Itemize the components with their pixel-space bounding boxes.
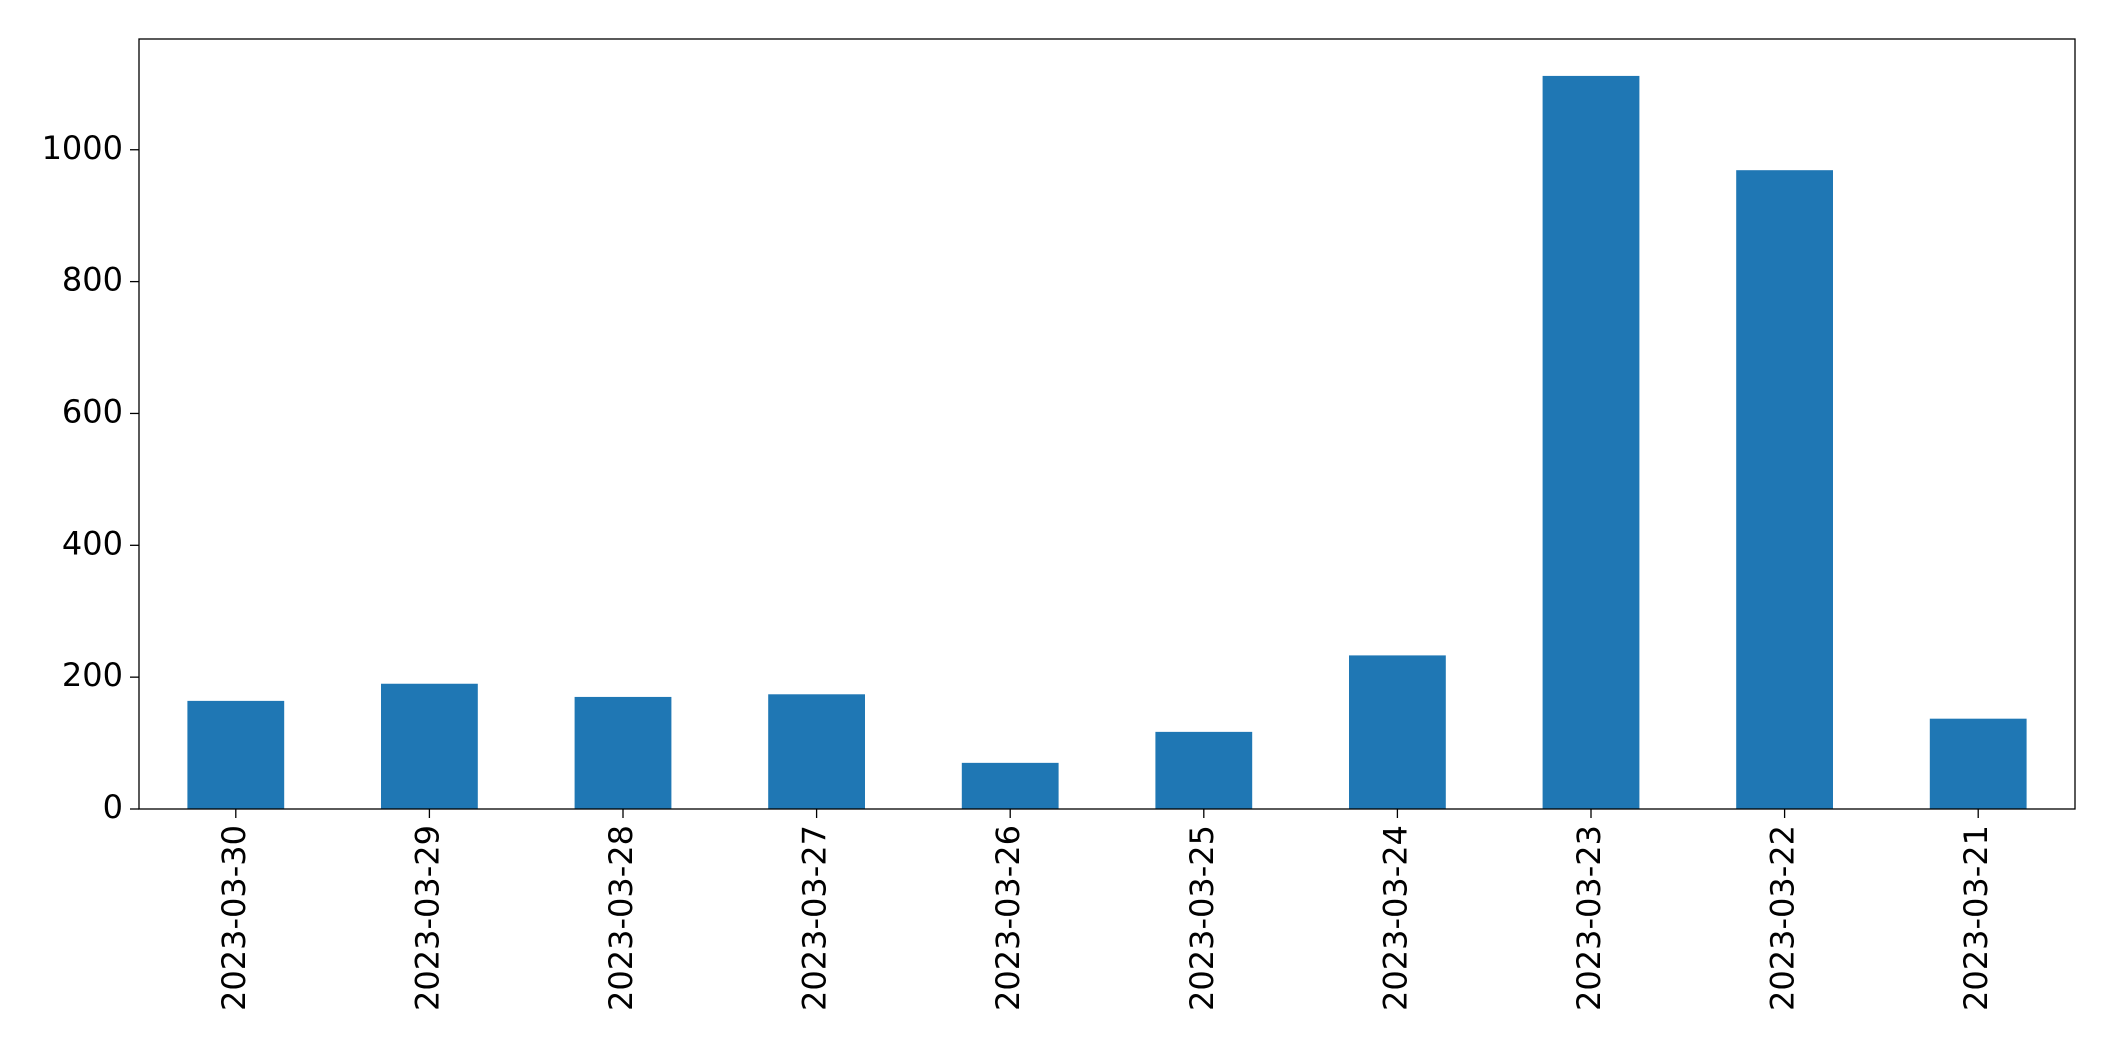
y-tick-label: 800 <box>62 261 123 299</box>
bar <box>1155 731 1253 809</box>
x-tick-label: 2023-03-26 <box>989 825 1027 1011</box>
bar <box>1349 655 1446 809</box>
x-tick-label: 2023-03-29 <box>408 825 446 1011</box>
y-tick-label: 400 <box>62 524 123 562</box>
x-tick-label: 2023-03-23 <box>1570 825 1608 1011</box>
bar <box>574 696 672 809</box>
y-tick-label: 200 <box>62 656 123 694</box>
x-tick-label: 2023-03-22 <box>1764 825 1802 1011</box>
y-tick-label: 600 <box>62 392 123 430</box>
x-tick-label: 2023-03-25 <box>1183 825 1221 1011</box>
bar <box>381 683 478 809</box>
x-tick-label: 2023-03-30 <box>215 825 253 1011</box>
bar <box>1736 170 1833 809</box>
bar <box>1542 75 1640 810</box>
x-tick-label: 2023-03-21 <box>1957 825 1995 1011</box>
x-tick-label: 2023-03-24 <box>1376 825 1414 1011</box>
bar <box>768 694 865 809</box>
y-tick-label: 0 <box>103 788 123 826</box>
x-tick-label: 2023-03-27 <box>796 825 834 1011</box>
x-tick-label: 2023-03-28 <box>602 825 640 1011</box>
y-tick-label: 1000 <box>42 129 123 167</box>
bar <box>1929 718 2027 809</box>
bar <box>961 762 1059 809</box>
plot-frame <box>138 38 2076 810</box>
bar <box>187 700 285 809</box>
